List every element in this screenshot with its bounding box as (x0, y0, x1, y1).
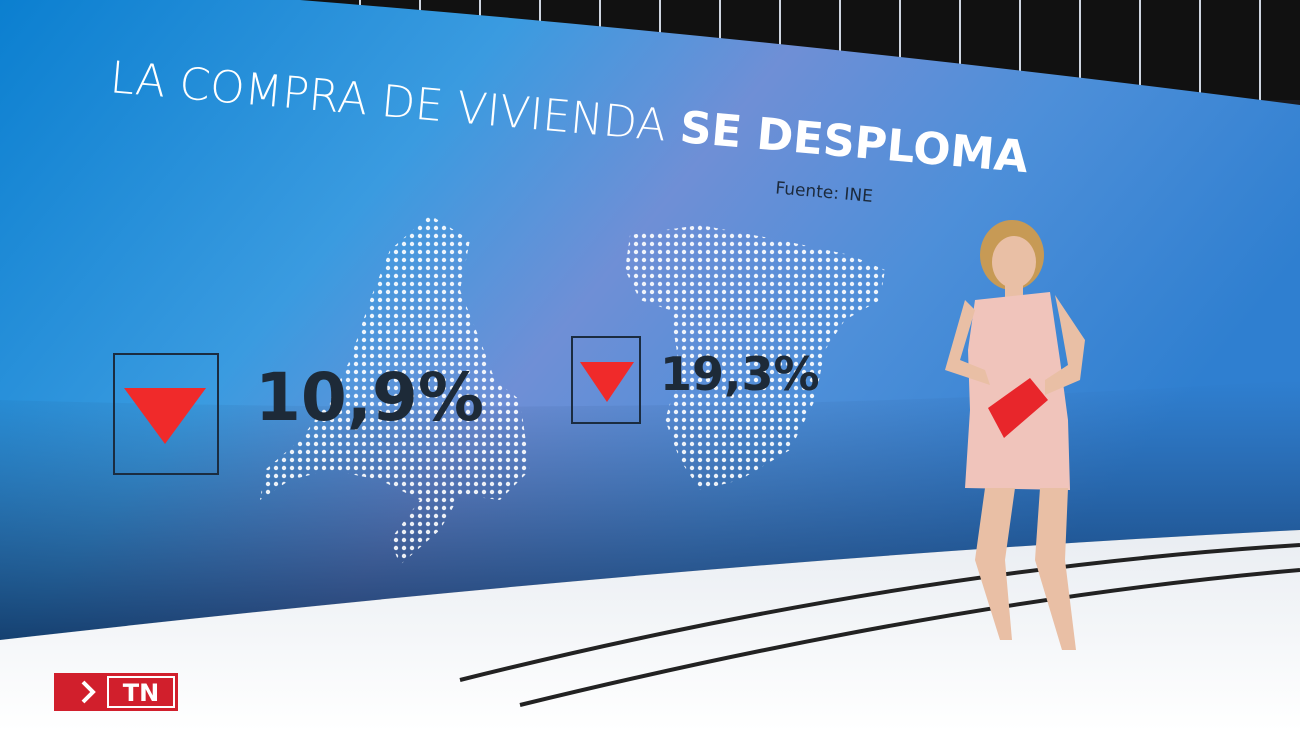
stat-value: 10,9% (255, 359, 484, 436)
floor-line (459, 543, 1300, 682)
country-map (625, 225, 885, 490)
down-arrow (580, 362, 634, 402)
channel-logo: TN (54, 673, 178, 711)
logo-text: TN (123, 679, 159, 707)
floor-line (519, 568, 1300, 707)
indicator-box (113, 353, 219, 475)
stat-value: 19,3% (660, 347, 820, 401)
region-map (260, 215, 530, 565)
indicator-box (571, 336, 641, 424)
presenter (945, 220, 1085, 650)
down-arrow (124, 388, 206, 444)
